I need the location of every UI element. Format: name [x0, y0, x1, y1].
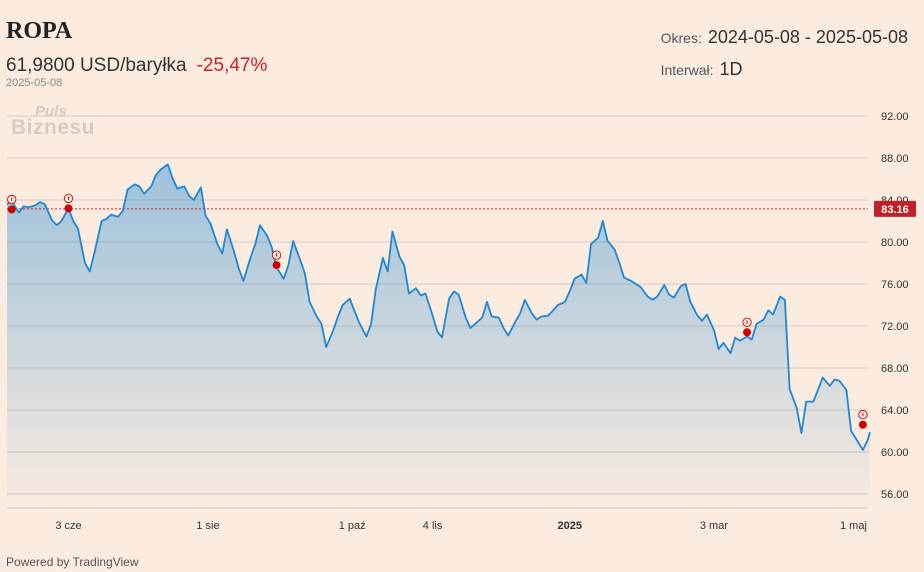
- period-row: Okres: 2024-05-08 - 2025-05-08: [661, 27, 908, 48]
- x-tick-label: 1 maj: [840, 520, 867, 532]
- event-markers: [7, 193, 868, 429]
- y-tick-label: 68.00: [881, 363, 909, 375]
- instrument-title: ROPA: [6, 18, 73, 44]
- x-tick-label: 3 cze: [55, 520, 81, 532]
- x-tick-label: 1 sie: [196, 520, 219, 532]
- y-tick-label: 80.00: [881, 237, 909, 249]
- y-tick-label: 64.00: [881, 405, 909, 417]
- event-marker: [7, 194, 17, 214]
- y-tick-label: 56.00: [881, 489, 909, 501]
- event-marker: [858, 410, 868, 429]
- y-tick-label: 60.00: [881, 447, 909, 459]
- marker-dot: [743, 328, 752, 337]
- y-tick-label: 76.00: [881, 279, 909, 291]
- y-axis: 92.0088.0084.0080.0076.0072.0068.0064.00…: [881, 111, 909, 501]
- marker-dot: [858, 420, 867, 429]
- event-marker: [271, 250, 282, 270]
- y-tick-label: 88.00: [881, 153, 909, 165]
- reference-value-label: 83.16: [881, 204, 909, 216]
- reference-badge: 83.16: [874, 200, 916, 217]
- interval-value[interactable]: 1D: [719, 59, 743, 79]
- price-row: 61,9800 USD/baryłka -25,47%: [6, 55, 267, 77]
- price-date: 2025-05-08: [6, 77, 63, 89]
- period-value[interactable]: 2024-05-08 - 2025-05-08: [707, 27, 908, 47]
- event-marker: [63, 193, 74, 213]
- marker-dot: [272, 261, 281, 270]
- price-value: 61,9800 USD/baryłka: [6, 55, 187, 76]
- price-line: [6, 163, 871, 451]
- chart-info: Okres: 2024-05-08 - 2025-05-08 Interwał: 1…: [661, 27, 908, 91]
- x-tick-label: 2025: [557, 520, 581, 532]
- price-area: [7, 164, 870, 509]
- event-marker: [742, 317, 752, 337]
- x-tick-label: 1 paź: [339, 520, 366, 532]
- y-tick-label: 92.00: [881, 111, 909, 123]
- price-change: -25,47%: [196, 55, 268, 76]
- marker-dot: [64, 204, 73, 213]
- y-tick-label: 72.00: [881, 321, 909, 333]
- x-tick-label: 3 mar: [700, 520, 728, 532]
- x-axis: 3 cze 1 sie 1 paź 4 lis 2025 3 mar 1 maj: [55, 520, 867, 532]
- interval-row: Interwał: 1D: [661, 59, 908, 80]
- interval-label: Interwał:: [660, 62, 714, 78]
- marker-dot: [7, 205, 16, 214]
- puls-biznesu-logo: Puls Biznesu: [11, 103, 96, 139]
- powered-by-link[interactable]: Powered by TradingView: [6, 555, 139, 569]
- x-tick-label: 4 lis: [423, 520, 443, 532]
- period-label: Okres:: [660, 30, 702, 46]
